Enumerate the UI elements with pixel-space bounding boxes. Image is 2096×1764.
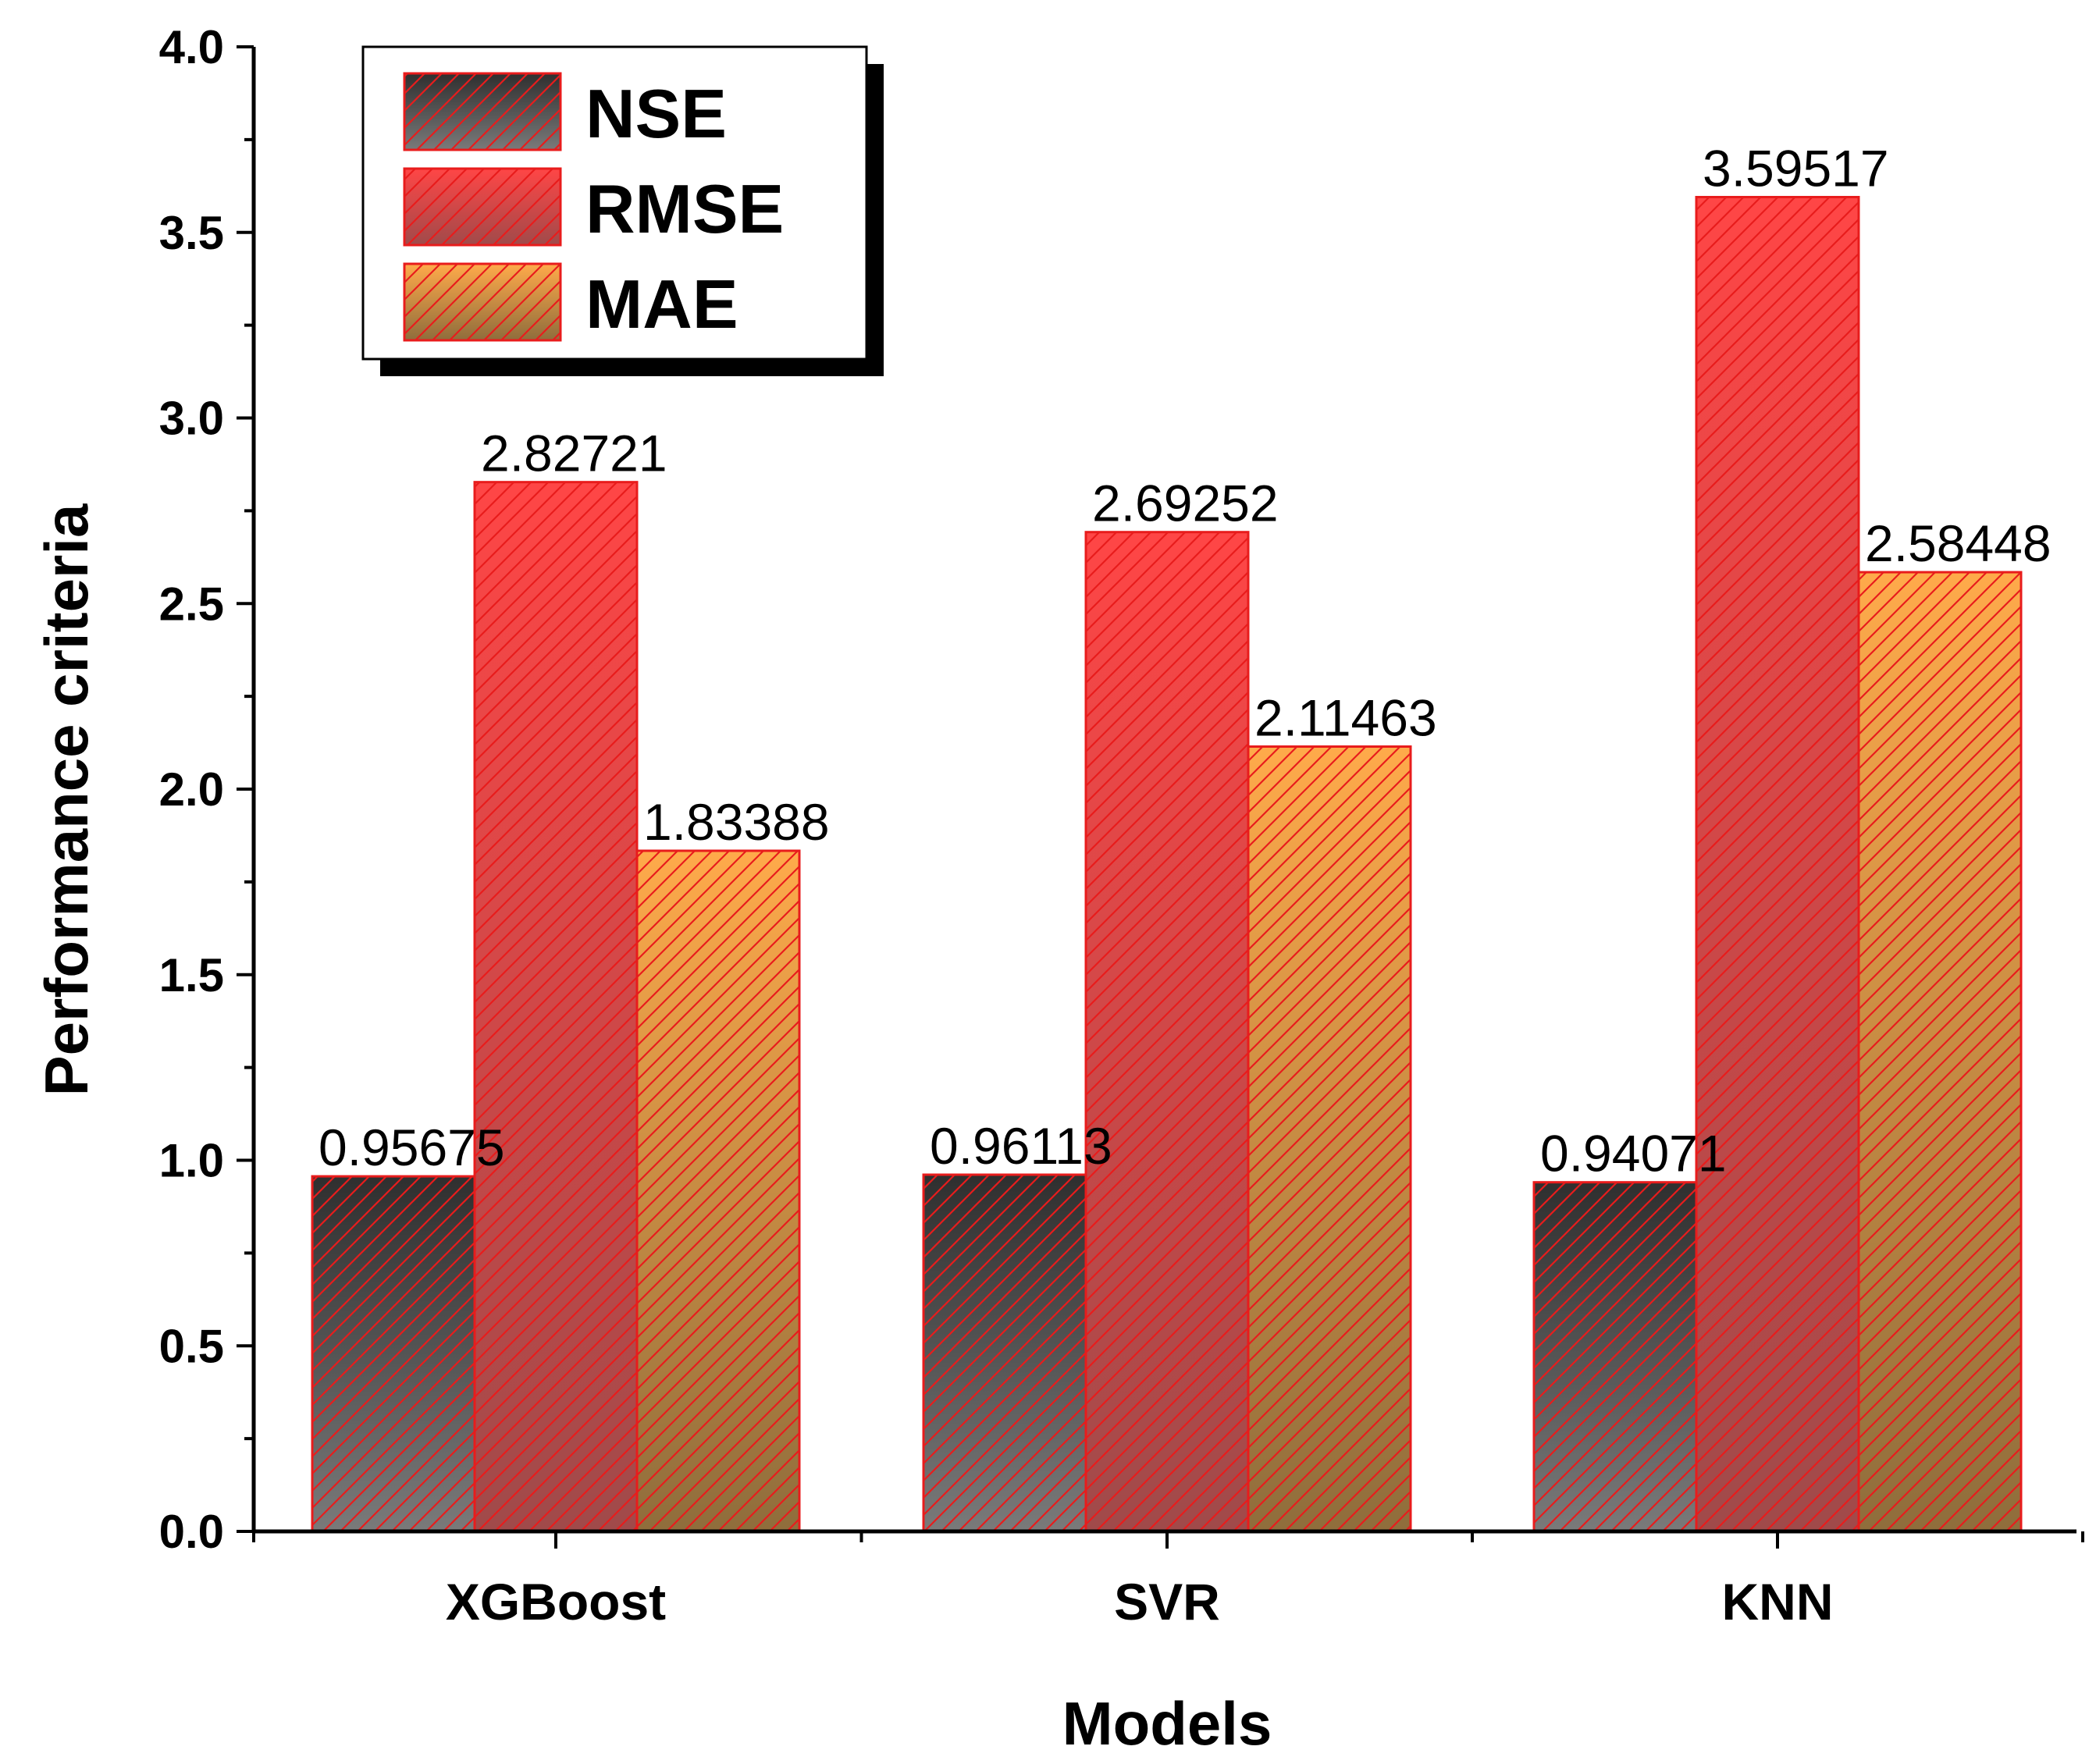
legend-swatch-hatch-mae: [403, 262, 562, 342]
axes: 0.0 0.5 1.0 1.5 2.0 2.5 3.0 3.5 4.0 XGBoost SVR KNN: [159, 21, 2084, 1631]
y-tick-label: 2.5: [159, 578, 224, 630]
y-tick-label: 0.5: [159, 1320, 224, 1372]
y-tick-label: 2.0: [159, 763, 224, 816]
data-label-svr-nse: 0.96113: [930, 1117, 1112, 1175]
data-label-xgboost-nse: 0.95675: [318, 1119, 505, 1176]
data-labels: 0.95675 2.82721 1.83388 0.96113 2.69252 2.114…: [318, 139, 2052, 1182]
legend-swatch-hatch-rmse: [403, 167, 562, 247]
x-tick-label-xgboost: XGBoost: [446, 1573, 666, 1631]
y-axis-title: Performance criteria: [32, 503, 101, 1096]
bar-svr-rmse-hatch: [1084, 531, 1250, 1533]
bar-svr-mae-hatch: [1247, 745, 1412, 1533]
bars-layer: [311, 195, 2023, 1533]
data-label-svr-rmse: 2.69252: [1092, 475, 1279, 532]
bar-knn-nse-hatch: [1532, 1181, 1698, 1533]
x-axis-title: Models: [1062, 1689, 1272, 1758]
y-tick-label: 1.0: [159, 1135, 224, 1187]
data-label-xgboost-rmse: 2.82721: [481, 425, 667, 482]
data-label-svr-mae: 2.11463: [1254, 688, 1437, 746]
legend-label-mae: MAE: [585, 265, 738, 343]
legend: NSE RMSE MAE: [361, 45, 884, 376]
bar-knn-mae-hatch: [1857, 571, 2023, 1533]
x-tick-label-knn: KNN: [1722, 1573, 1834, 1631]
bar-xgboost-rmse-hatch: [473, 481, 639, 1533]
bar-knn-rmse-hatch: [1695, 195, 1860, 1533]
data-label-xgboost-mae: 1.83388: [643, 793, 830, 851]
data-label-knn-nse: 0.94071: [1540, 1125, 1727, 1183]
y-tick-label: 0.0: [159, 1506, 224, 1558]
bar-xgboost-nse-hatch: [311, 1175, 476, 1533]
data-label-knn-mae: 2.58448: [1865, 514, 2052, 572]
y-tick-label: 3.5: [159, 207, 224, 259]
x-tick-label-svr: SVR: [1114, 1573, 1220, 1631]
bar-svr-nse-hatch: [922, 1173, 1087, 1533]
y-tick-label: 1.5: [159, 949, 224, 1001]
y-tick-label: 3.0: [159, 393, 224, 445]
bar-xgboost-mae-hatch: [635, 849, 801, 1533]
legend-swatch-hatch-nse: [403, 72, 562, 151]
legend-label-nse: NSE: [585, 75, 727, 152]
legend-label-rmse: RMSE: [585, 170, 784, 247]
y-tick-label: 4.0: [159, 21, 224, 73]
data-label-knn-rmse: 3.59517: [1703, 139, 1889, 197]
